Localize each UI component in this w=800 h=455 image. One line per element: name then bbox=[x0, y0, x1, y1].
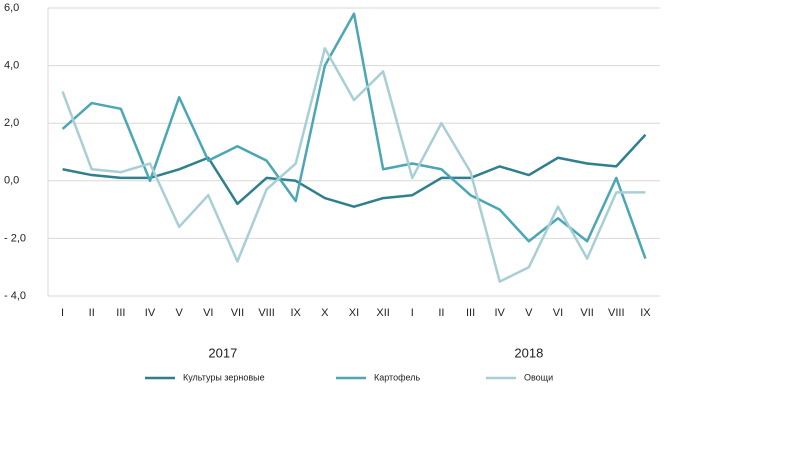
x-tick-label: I bbox=[411, 307, 414, 319]
y-tick-label: 6,0 bbox=[4, 2, 19, 14]
legend-label: Культуры зерновые bbox=[183, 372, 265, 382]
x-tick-label: VI bbox=[553, 307, 563, 319]
x-tick-label: IX bbox=[640, 307, 651, 319]
y-tick-label: 2,0 bbox=[4, 117, 19, 129]
legend-label: Овощи bbox=[524, 372, 553, 382]
x-tick-label: VII bbox=[580, 307, 593, 319]
series-line bbox=[61, 47, 646, 283]
x-group-label: 2018 bbox=[514, 345, 543, 360]
x-tick-label: VII bbox=[231, 307, 244, 319]
y-tick-label: 0,0 bbox=[4, 175, 19, 187]
x-tick-label: II bbox=[89, 307, 95, 319]
y-tick-label: 4,0 bbox=[4, 60, 19, 72]
x-tick-label: IX bbox=[291, 307, 302, 319]
x-tick-label: V bbox=[175, 307, 183, 319]
x-tick-label: IV bbox=[145, 307, 156, 319]
x-tick-label: IV bbox=[495, 307, 506, 319]
series-line bbox=[62, 133, 647, 208]
x-tick-label: V bbox=[525, 307, 533, 319]
x-tick-label: XII bbox=[376, 307, 389, 319]
x-group-label: 2017 bbox=[208, 345, 237, 360]
x-tick-label: III bbox=[466, 307, 475, 319]
x-tick-label: III bbox=[116, 307, 125, 319]
x-tick-label: VIII bbox=[258, 307, 275, 319]
y-tick-label: - 2,0 bbox=[4, 232, 26, 244]
series-line bbox=[61, 12, 647, 259]
x-tick-label: I bbox=[61, 307, 64, 319]
legend-label: Картофель bbox=[374, 372, 420, 382]
x-tick-label: VIII bbox=[608, 307, 625, 319]
x-tick-label: II bbox=[438, 307, 444, 319]
x-tick-label: VI bbox=[203, 307, 213, 319]
x-tick-label: X bbox=[321, 307, 329, 319]
y-tick-label: - 4,0 bbox=[4, 290, 26, 302]
x-tick-label: XI bbox=[349, 307, 359, 319]
